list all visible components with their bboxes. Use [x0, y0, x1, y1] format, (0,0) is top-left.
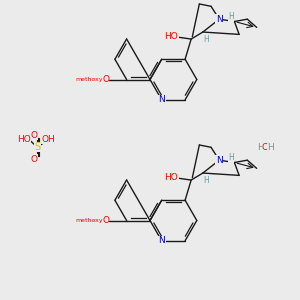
Text: H: H — [203, 34, 209, 43]
Text: HO: HO — [164, 173, 178, 182]
Text: O: O — [102, 75, 109, 84]
Text: H: H — [203, 176, 209, 184]
Text: N: N — [216, 156, 223, 165]
Text: O: O — [30, 130, 37, 140]
Text: N: N — [158, 236, 165, 245]
Text: OH: OH — [41, 135, 55, 144]
Text: HO: HO — [17, 135, 31, 144]
Text: H: H — [228, 12, 234, 21]
Text: methoxy: methoxy — [75, 218, 103, 223]
Text: H: H — [228, 153, 234, 162]
Text: O: O — [102, 216, 109, 225]
Text: methoxy: methoxy — [75, 77, 103, 82]
Text: S: S — [35, 142, 41, 152]
Text: O: O — [30, 154, 37, 164]
Text: O: O — [262, 142, 269, 152]
Text: N: N — [158, 95, 165, 104]
Text: H: H — [257, 142, 263, 152]
Text: H: H — [268, 142, 274, 152]
Text: HO: HO — [164, 32, 178, 41]
Text: N: N — [216, 15, 223, 24]
